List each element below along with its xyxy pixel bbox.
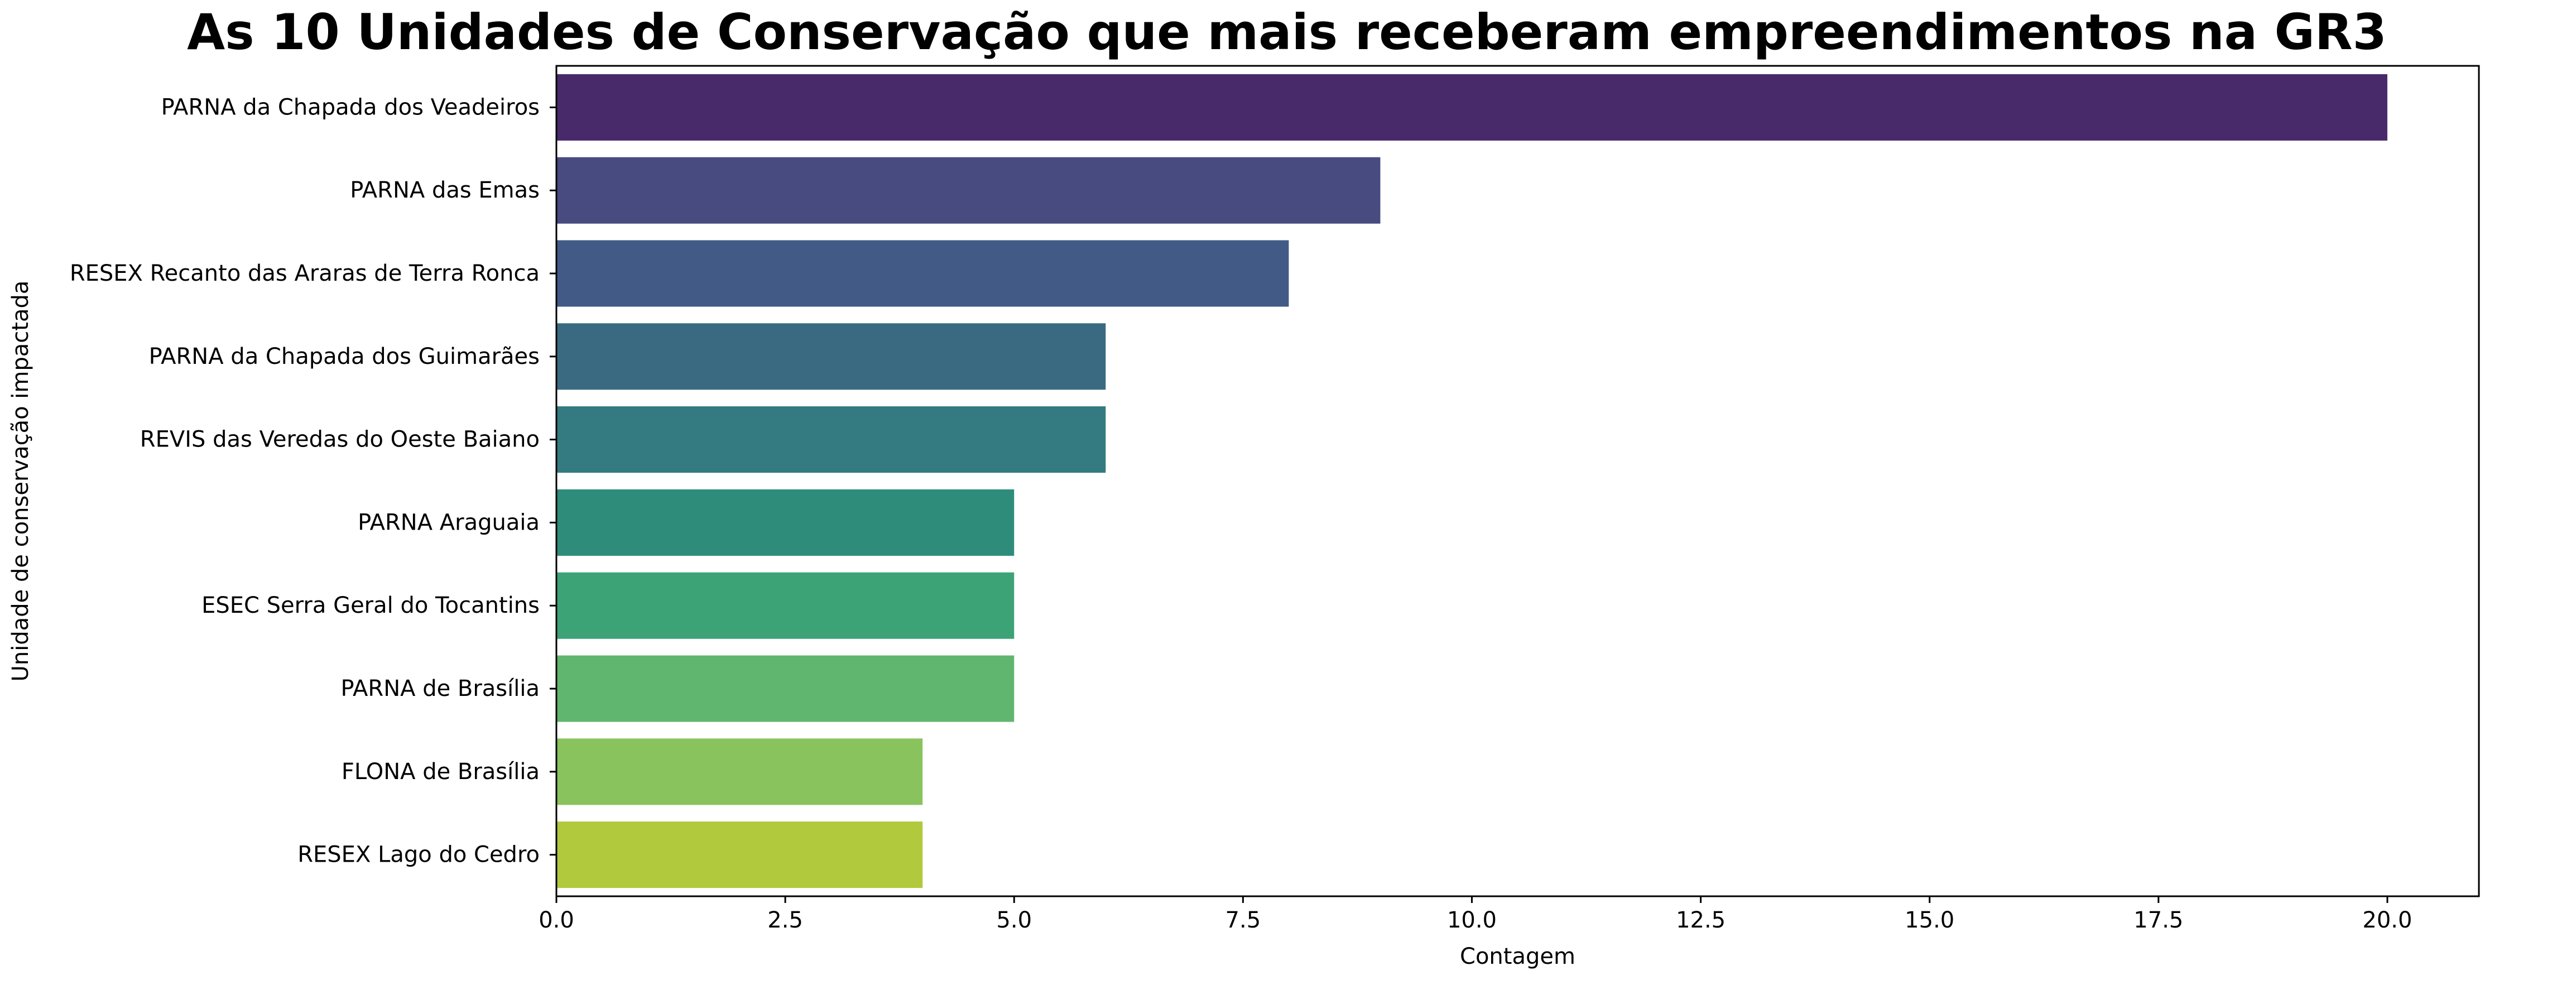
bar: [556, 572, 1015, 639]
x-tick-label: 10.0: [1447, 907, 1497, 933]
y-axis-label: Unidade de conservação impactada: [8, 281, 33, 682]
plot-frame: [555, 65, 2480, 897]
y-axis: PARNA da Chapada dos Veadeiros PARNA das …: [70, 94, 556, 868]
y-tick-label: PARNA da Chapada dos Veadeiros: [161, 94, 540, 120]
bar: [556, 74, 2387, 141]
x-axis: 0.0 2.5 5.0 7.5 10.0 12.5 15.0 17.5 20.0: [539, 896, 2412, 933]
x-tick-label: 20.0: [2362, 907, 2412, 933]
y-tick-label: RESEX Lago do Cedro: [297, 842, 540, 868]
y-tick-label: FLONA de Brasília: [342, 759, 540, 785]
x-tick-label: 12.5: [1676, 907, 1726, 933]
bar: [556, 157, 1381, 224]
x-tick-label: 17.5: [2133, 907, 2183, 933]
y-tick-label: PARNA de Brasília: [340, 676, 540, 701]
y-tick-label: PARNA Araguaia: [358, 510, 540, 535]
x-tick-label: 2.5: [767, 907, 803, 933]
y-tick-label: PARNA das Emas: [350, 177, 540, 203]
chart-title: As 10 Unidades de Conservação que mais r…: [187, 3, 2387, 61]
x-tick-label: 7.5: [1225, 907, 1261, 933]
bars-layer: [556, 74, 2387, 888]
bar: [556, 738, 923, 805]
bar: [556, 406, 1106, 473]
x-tick-label: 15.0: [1905, 907, 1954, 933]
y-tick-label: ESEC Serra Geral do Tocantins: [201, 593, 540, 618]
y-tick-label: RESEX Recanto das Araras de Terra Ronca: [70, 261, 540, 286]
bar: [556, 655, 1015, 722]
x-axis-label: Contagem: [1460, 944, 1575, 969]
x-tick-label: 5.0: [996, 907, 1032, 933]
x-tick-label: 0.0: [539, 907, 574, 933]
y-tick-label: REVIS das Veredas do Oeste Baiano: [140, 427, 540, 453]
bar: [556, 489, 1015, 556]
bar: [556, 240, 1289, 307]
bar: [556, 821, 923, 888]
y-tick-label: PARNA da Chapada dos Guimarães: [149, 344, 540, 369]
bar: [556, 323, 1106, 390]
